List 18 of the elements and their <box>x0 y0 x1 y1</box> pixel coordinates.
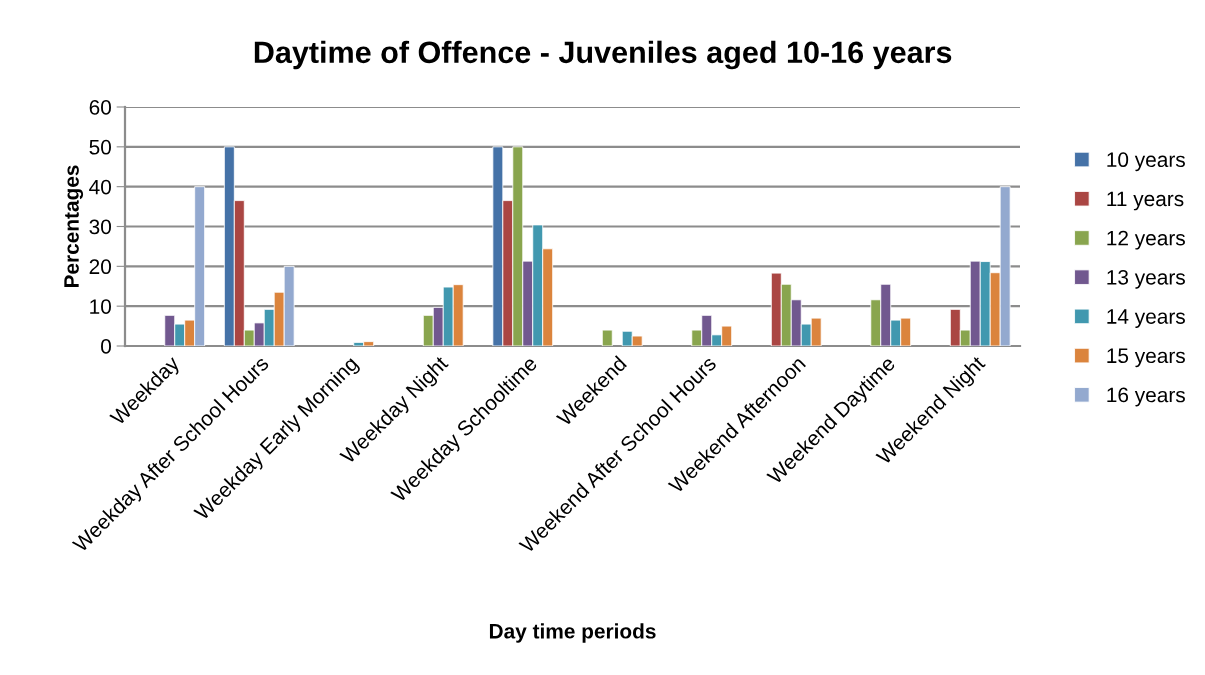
y-tick-label: 60 <box>89 100 111 115</box>
y-tick-label: 0 <box>101 339 111 354</box>
y-axis-title: Percentages <box>64 165 84 288</box>
legend-label: 10 years <box>1107 152 1185 172</box>
y-tick-label: 40 <box>89 179 111 195</box>
y-tick-label: 10 <box>90 299 111 314</box>
legend-label: 15 years <box>1107 348 1185 368</box>
legend-label: 13 years <box>1107 269 1185 289</box>
bar <box>601 329 613 346</box>
y-tick-label: 20 <box>89 259 111 275</box>
legend-label: 14 years <box>1107 309 1185 328</box>
legend-label: 12 years <box>1107 230 1185 250</box>
chart-title: Daytime of Offence - Juveniles aged 10-16 years <box>254 40 952 70</box>
y-tick-label: 50 <box>89 139 111 155</box>
y-tick-label: 30 <box>89 219 111 235</box>
legend-label: 11 years <box>1107 191 1184 211</box>
x-axis-title: Day time periods <box>489 623 656 643</box>
legend-label: 16 years <box>1107 387 1185 407</box>
